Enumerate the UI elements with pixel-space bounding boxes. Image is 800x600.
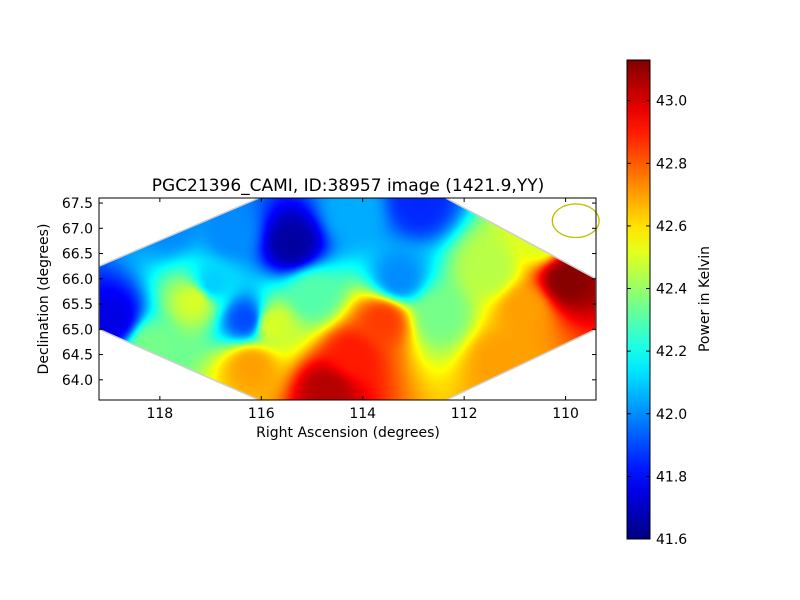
y-tick-label: 66.5	[62, 247, 93, 263]
y-axis: 64.0 64.5 65.0 65.5 66.0 66.5 67.0 67.5	[62, 196, 596, 389]
y-tick-label: 64.5	[62, 348, 93, 364]
colorbar-tick-label: 42.6	[656, 219, 687, 235]
x-tick-label: 110	[552, 406, 579, 422]
colorbar-tick-label: 43.0	[656, 94, 687, 110]
y-axis-label: Declination (degrees)	[36, 224, 52, 375]
plot-frame	[98, 197, 597, 401]
x-tick-label: 118	[146, 406, 173, 422]
map-footprint-edge	[99, 198, 596, 400]
y-tick-label: 67.0	[62, 221, 93, 237]
y-tick-label: 67.5	[62, 196, 93, 212]
x-tick-label: 114	[349, 406, 376, 422]
colorbar-tick-label: 41.6	[656, 532, 687, 548]
y-tick-label: 66.0	[62, 272, 93, 288]
heatmap-image	[99, 198, 596, 400]
colorbar-ticks: 41.6 41.8 42.0 42.2 42.4 42.6 42.8 43.0	[627, 94, 687, 548]
colorbar-gradient	[626, 59, 651, 540]
chart-title: PGC21396_CAMI, ID:38957 image (1421.9,YY…	[152, 176, 544, 196]
y-tick-label: 65.5	[62, 297, 93, 313]
colorbar-label: Power in Kelvin	[697, 246, 713, 352]
y-tick-label: 64.0	[62, 373, 93, 389]
colorbar-tick-label: 42.4	[656, 282, 687, 298]
colorbar	[626, 59, 651, 540]
x-tick-label: 112	[451, 406, 478, 422]
plot-area	[99, 198, 600, 400]
x-tick-label: 116	[248, 406, 275, 422]
colorbar-tick-label: 42.0	[656, 407, 687, 423]
x-axis: 118 116 114 112 110	[146, 198, 579, 422]
colorbar-tick-label: 42.2	[656, 344, 687, 360]
colorbar-tick-label: 42.8	[656, 156, 687, 172]
y-tick-label: 65.0	[62, 322, 93, 338]
colorbar-tick-label: 41.8	[656, 469, 687, 485]
x-axis-label: Right Ascension (degrees)	[256, 425, 440, 441]
beam-circle	[551, 203, 600, 239]
